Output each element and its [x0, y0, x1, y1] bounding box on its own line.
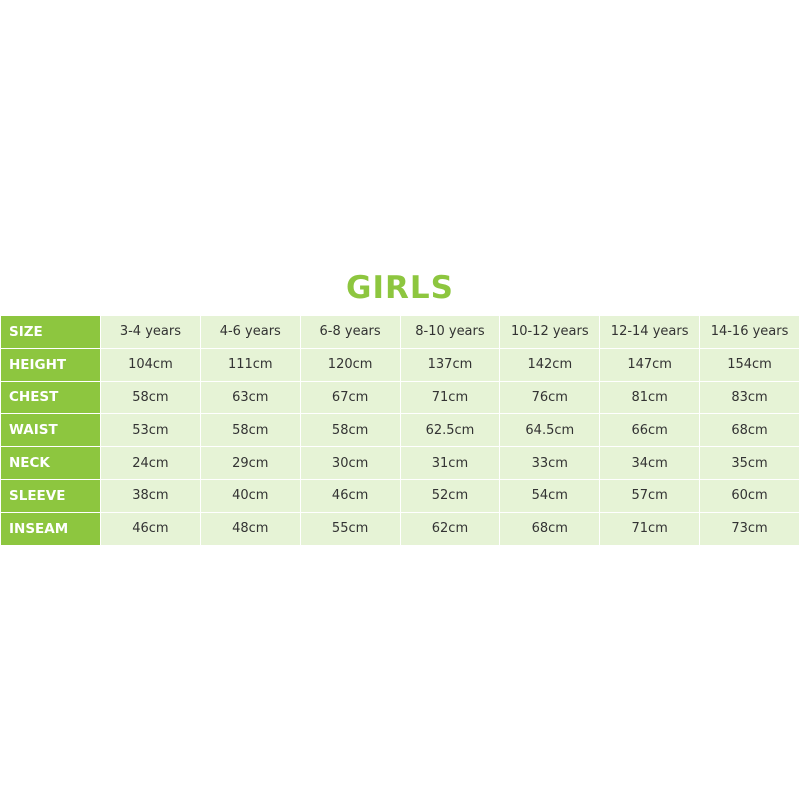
table-cell: 137cm	[399, 347, 501, 382]
table-cell: 58cm	[199, 413, 301, 448]
table-cell: 120cm	[299, 347, 401, 382]
table-cell: 111cm	[199, 347, 301, 382]
table-cell: 53cm	[100, 413, 201, 448]
table-cell: 147cm	[599, 347, 701, 382]
row-header: SIZE	[0, 315, 101, 349]
table-cell: 64.5cm	[499, 413, 601, 448]
size-chart-table: SIZE 3-4 years 4-6 years 6-8 years 8-10 year…	[0, 315, 800, 546]
row-header: WAIST	[0, 413, 101, 448]
table-cell: 48cm	[199, 511, 301, 546]
table-cell: 46cm	[299, 478, 401, 513]
table-cell: 34cm	[599, 446, 701, 480]
table-cell: 83cm	[699, 380, 800, 415]
table-cell: 81cm	[599, 380, 701, 415]
table-row-size: SIZE 3-4 years 4-6 years 6-8 years 8-10 year…	[0, 315, 800, 349]
table-cell: 142cm	[499, 347, 601, 382]
table-cell: 57cm	[599, 478, 701, 513]
table-cell: 54cm	[499, 478, 601, 513]
table-cell: 71cm	[599, 511, 701, 546]
table-cell: 33cm	[499, 446, 601, 480]
table-cell: 29cm	[199, 446, 301, 480]
table-cell: 10-12 years	[499, 315, 601, 349]
row-header: CHEST	[0, 380, 101, 415]
table-cell: 55cm	[299, 511, 401, 546]
table-cell: 71cm	[399, 380, 501, 415]
page-title: GIRLS	[346, 270, 454, 306]
table-cell: 4-6 years	[199, 315, 301, 349]
table-cell: 30cm	[299, 446, 401, 480]
table-cell: 46cm	[100, 511, 201, 546]
table-cell: 40cm	[199, 478, 301, 513]
table-cell: 3-4 years	[100, 315, 201, 349]
table-cell: 66cm	[599, 413, 701, 448]
table-cell: 154cm	[699, 347, 800, 382]
table-cell: 38cm	[100, 478, 201, 513]
row-header: HEIGHT	[0, 347, 101, 382]
table-cell: 6-8 years	[299, 315, 401, 349]
table-cell: 68cm	[699, 413, 800, 448]
table-row-sleeve: SLEEVE 38cm 40cm 46cm 52cm 54cm 57cm 60cm	[0, 478, 800, 513]
table-cell: 68cm	[499, 511, 601, 546]
table-cell: 8-10 years	[399, 315, 501, 349]
table-cell: 12-14 years	[599, 315, 701, 349]
table-cell: 62cm	[399, 511, 501, 546]
row-header: INSEAM	[0, 511, 101, 546]
table-cell: 24cm	[100, 446, 201, 480]
table-cell: 104cm	[100, 347, 201, 382]
table-cell: 52cm	[399, 478, 501, 513]
row-header: NECK	[0, 446, 101, 480]
table-cell: 63cm	[199, 380, 301, 415]
table-cell: 67cm	[299, 380, 401, 415]
table-row-waist: WAIST 53cm 58cm 58cm 62.5cm 64.5cm 66cm 68cm	[0, 413, 800, 448]
table-cell: 58cm	[299, 413, 401, 448]
table-cell: 76cm	[499, 380, 601, 415]
table-row-inseam: INSEAM 46cm 48cm 55cm 62cm 68cm 71cm 73cm	[0, 511, 800, 546]
table-cell: 73cm	[699, 511, 800, 546]
table-cell: 31cm	[399, 446, 501, 480]
table-row-neck: NECK 24cm 29cm 30cm 31cm 33cm 34cm 35cm	[0, 446, 800, 480]
row-header: SLEEVE	[0, 478, 101, 513]
table-cell: 60cm	[699, 478, 800, 513]
table-cell: 35cm	[699, 446, 800, 480]
table-row-height: HEIGHT 104cm 111cm 120cm 137cm 142cm 147cm 154c…	[0, 347, 800, 382]
table-cell: 14-16 years	[699, 315, 800, 349]
table-cell: 58cm	[100, 380, 201, 415]
table-cell: 62.5cm	[399, 413, 501, 448]
table-row-chest: CHEST 58cm 63cm 67cm 71cm 76cm 81cm 83cm	[0, 380, 800, 415]
